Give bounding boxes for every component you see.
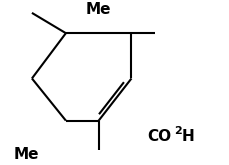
Text: 2: 2 <box>174 126 182 136</box>
Text: Me: Me <box>14 148 39 163</box>
Text: Me: Me <box>86 2 112 17</box>
Text: H: H <box>181 130 194 145</box>
Text: CO: CO <box>147 130 172 145</box>
